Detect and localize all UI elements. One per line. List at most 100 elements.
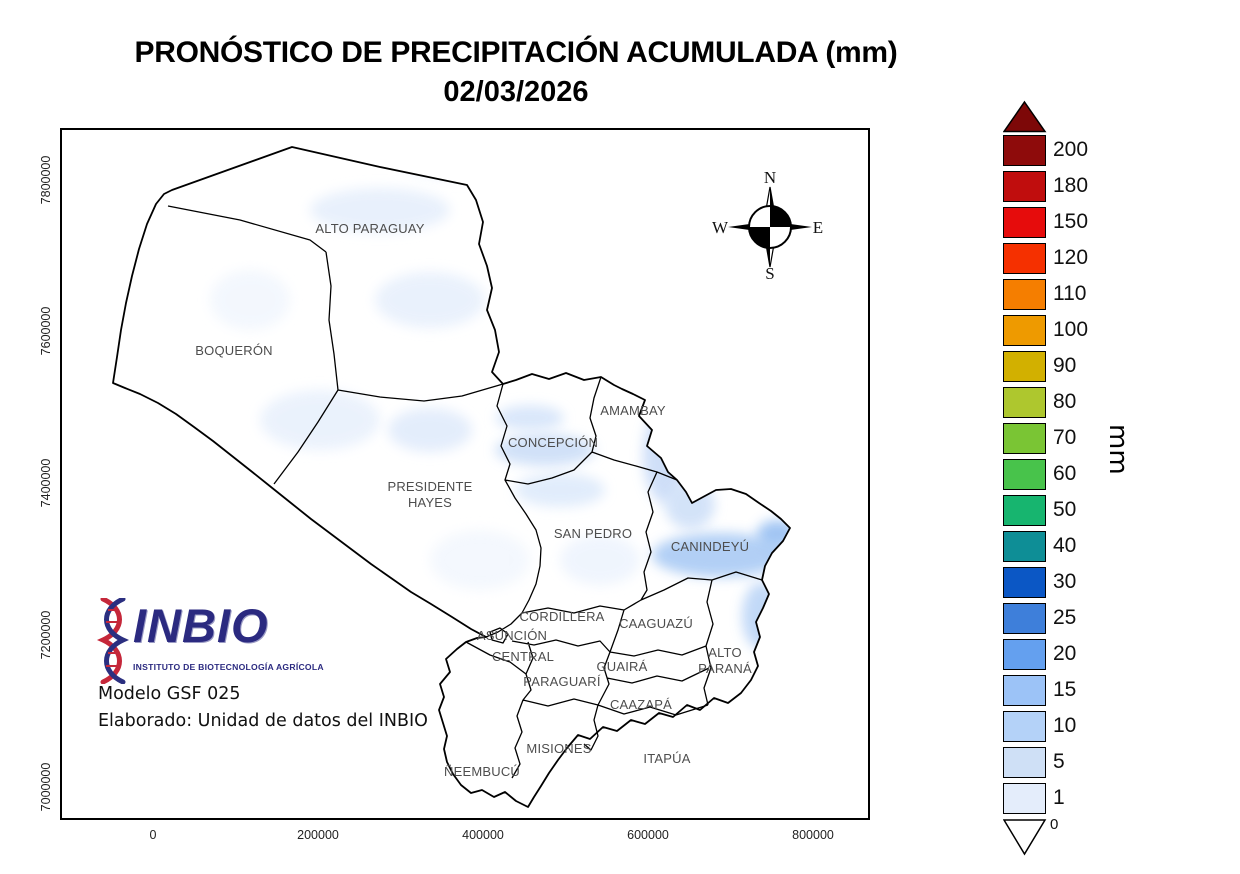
colorbar-row: 50 xyxy=(1003,494,1173,526)
colorbar-under-arrow xyxy=(1003,819,1047,856)
colorbar-tick-label: 15 xyxy=(1053,678,1077,701)
colorbar-row: 150 xyxy=(1003,206,1173,238)
compass-rose-icon: N S W E xyxy=(712,168,823,281)
y-tick-7600000: 7600000 xyxy=(39,306,53,356)
department-label: GUAIRÁ xyxy=(596,658,648,674)
x-tick-0: 0 xyxy=(149,828,157,842)
department-label: ALTO PARAGUAY xyxy=(315,220,425,236)
compass-east-label: E xyxy=(813,218,823,237)
compass-west-label: W xyxy=(712,218,729,237)
department-label: ÑEEMBUCÚ xyxy=(444,763,520,779)
colorbar-row: 30 xyxy=(1003,566,1173,598)
inbio-subtitle: INSTITUTO DE BIOTECNOLOGÍA AGRÍCOLA xyxy=(133,662,324,672)
department-label: PARAGUARÍ xyxy=(523,673,601,689)
department-label: ALTO PARANÁ xyxy=(698,644,752,676)
x-tick-400000: 400000 xyxy=(462,828,504,842)
colorbar-swatch xyxy=(1003,134,1046,166)
colorbar-tick-label: 25 xyxy=(1053,606,1077,629)
colorbar-swatch xyxy=(1003,674,1046,706)
colorbar-row: 20 xyxy=(1003,638,1173,670)
colorbar-swatch xyxy=(1003,602,1046,634)
colorbar-swatch xyxy=(1003,494,1046,526)
colorbar-swatch xyxy=(1003,386,1046,418)
colorbar-row: 90 xyxy=(1003,350,1173,382)
colorbar-tick-label: 10 xyxy=(1053,714,1077,737)
colorbar-row: 5 xyxy=(1003,746,1173,778)
colorbar-row: 200 xyxy=(1003,134,1173,166)
colorbar-tick-label: 30 xyxy=(1053,570,1077,593)
department-label: ITAPÚA xyxy=(643,750,691,766)
colorbar-tick-label: 40 xyxy=(1053,534,1077,557)
colorbar-row: 120 xyxy=(1003,242,1173,274)
credit-note: Elaborado: Unidad de datos del INBIO xyxy=(98,711,428,731)
colorbar-rows: 200 180 150 120 110 100 90 80 70 60 50 40 30 25 20 15 10… xyxy=(1003,134,1173,814)
colorbar-tick-label: 70 xyxy=(1053,426,1077,449)
colorbar-tick-label: 90 xyxy=(1053,354,1077,377)
colorbar-tick-label: 150 xyxy=(1053,210,1089,233)
colorbar-row: 80 xyxy=(1003,386,1173,418)
country-outline xyxy=(112,146,791,808)
colorbar-swatch xyxy=(1003,242,1046,274)
precipitation-shading xyxy=(210,147,790,650)
x-tick-200000: 200000 xyxy=(297,828,339,842)
y-tick-7800000: 7800000 xyxy=(39,155,53,205)
page-title: PRONÓSTICO DE PRECIPITACIÓN ACUMULADA (m… xyxy=(134,36,898,69)
colorbar-swatch xyxy=(1003,530,1046,562)
title-block: PRONÓSTICO DE PRECIPITACIÓN ACUMULADA (m… xyxy=(0,34,1032,112)
compass-north-label: N xyxy=(764,168,776,187)
colorbar-row: 180 xyxy=(1003,170,1173,202)
colorbar-swatch xyxy=(1003,314,1046,346)
colorbar-row: 25 xyxy=(1003,602,1173,634)
colorbar-swatch xyxy=(1003,206,1046,238)
colorbar-row: 10 xyxy=(1003,710,1173,742)
colorbar-tick-label: 120 xyxy=(1053,246,1089,269)
colorbar-tick-label: 180 xyxy=(1053,174,1089,197)
department-label: CORDILLERA xyxy=(519,608,605,624)
colorbar-tick-label: 50 xyxy=(1053,498,1077,521)
inbio-logo: INBIO INSTITUTO DE BIOTECNOLOGÍA AGRÍCOL… xyxy=(95,596,355,688)
colorbar-zero-label: 0 xyxy=(1050,816,1059,833)
department-label: PRESIDENTE HAYES xyxy=(387,478,473,510)
department-label: ASUNCIÓN xyxy=(476,627,548,643)
colorbar-row: 15 xyxy=(1003,674,1173,706)
model-note: Modelo GSF 025 xyxy=(98,684,241,704)
department-label: CAAZAPÁ xyxy=(609,696,673,712)
forecast-date: 02/03/2026 xyxy=(443,76,589,108)
department-label: MISIONES xyxy=(526,740,592,756)
paraguay-map xyxy=(112,146,791,808)
department-borders xyxy=(167,205,763,779)
colorbar-swatch xyxy=(1003,458,1046,490)
colorbar-swatch xyxy=(1003,170,1046,202)
department-label: BOQUERÓN xyxy=(195,342,273,358)
colorbar-tick-label: 60 xyxy=(1053,462,1077,485)
colorbar-over-arrow xyxy=(1003,100,1047,133)
compass-south-label: S xyxy=(765,264,774,281)
colorbar-swatch xyxy=(1003,566,1046,598)
colorbar-swatch xyxy=(1003,638,1046,670)
colorbar-row: 100 xyxy=(1003,314,1173,346)
department-label: CANINDEYÚ xyxy=(670,538,750,554)
colorbar-tick-label: 80 xyxy=(1053,390,1077,413)
y-tick-7200000: 7200000 xyxy=(39,610,53,660)
department-label: SAN PEDRO xyxy=(553,525,633,541)
y-tick-7400000: 7400000 xyxy=(39,458,53,508)
colorbar-tick-label: 5 xyxy=(1053,750,1065,773)
colorbar-swatch xyxy=(1003,278,1046,310)
colorbar-row: 110 xyxy=(1003,278,1173,310)
x-tick-600000: 600000 xyxy=(627,828,669,842)
colorbar-tick-label: 100 xyxy=(1053,318,1089,341)
department-label: CONCEPCIÓN xyxy=(507,434,599,450)
inbio-wordmark: INBIO xyxy=(133,599,269,652)
colorbar-tick-label: 20 xyxy=(1053,642,1077,665)
dna-helix-icon xyxy=(96,598,130,684)
colorbar-swatch xyxy=(1003,746,1046,778)
colorbar-swatch xyxy=(1003,782,1046,814)
y-tick-7000000: 7000000 xyxy=(39,762,53,812)
colorbar-tick-label: 110 xyxy=(1053,282,1087,305)
colorbar-row: 70 xyxy=(1003,422,1173,454)
colorbar-row: 60 xyxy=(1003,458,1173,490)
department-label: CENTRAL xyxy=(491,648,555,664)
department-label: AMAMBAY xyxy=(600,402,666,418)
department-label: CAAGUAZÚ xyxy=(619,615,693,631)
